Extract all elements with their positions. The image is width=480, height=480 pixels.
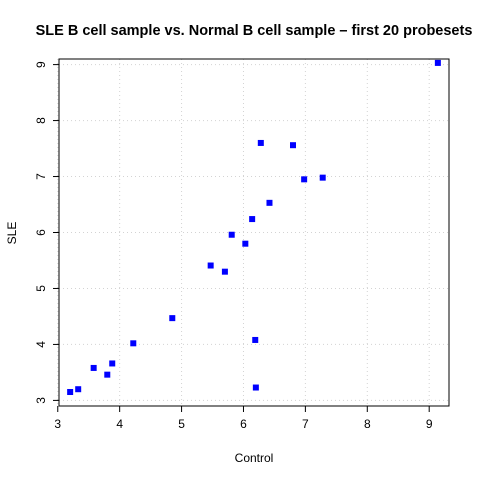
data-point — [228, 231, 235, 238]
x-tick-label: 4 — [116, 417, 123, 431]
x-tick-label: 5 — [178, 417, 185, 431]
data-point — [319, 174, 326, 181]
x-tick-label: 7 — [302, 417, 309, 431]
data-points — [67, 59, 441, 396]
data-point — [90, 364, 97, 371]
y-tick-label: 9 — [34, 61, 48, 68]
x-tick-label: 6 — [240, 417, 247, 431]
x-tick-label: 3 — [54, 417, 61, 431]
data-point — [252, 384, 259, 391]
data-point — [207, 262, 214, 269]
x-tick-label: 9 — [426, 417, 433, 431]
grid-lines — [57, 59, 449, 406]
y-tick-label: 8 — [34, 117, 48, 124]
x-tick-label: 8 — [364, 417, 371, 431]
y-tick-label: 6 — [34, 229, 48, 236]
y-tick-label: 3 — [34, 397, 48, 404]
data-point — [252, 336, 259, 343]
y-tick-label: 5 — [34, 285, 48, 292]
data-point — [242, 240, 249, 247]
y-tick-label: 7 — [34, 173, 48, 180]
data-point — [169, 315, 176, 322]
data-point — [75, 386, 82, 393]
data-point — [249, 216, 256, 223]
data-point — [130, 340, 137, 347]
plot-frame — [58, 58, 450, 407]
x-axis: 3 4 5 6 7 8 9 — [54, 406, 433, 431]
data-point — [434, 59, 441, 66]
data-point — [221, 268, 228, 275]
data-point — [67, 389, 74, 396]
y-axis: 3 4 5 6 7 8 9 — [34, 61, 59, 404]
data-point — [301, 176, 308, 183]
chart-title: SLE B cell sample vs. Normal B cell samp… — [36, 23, 473, 39]
y-tick-label: 4 — [34, 341, 48, 348]
data-point — [266, 199, 273, 206]
data-point — [109, 360, 116, 367]
data-point — [257, 139, 264, 146]
x-axis-label: Control — [235, 451, 274, 465]
data-point — [104, 371, 111, 378]
y-axis-label: SLE — [5, 222, 19, 245]
data-point — [290, 142, 296, 149]
